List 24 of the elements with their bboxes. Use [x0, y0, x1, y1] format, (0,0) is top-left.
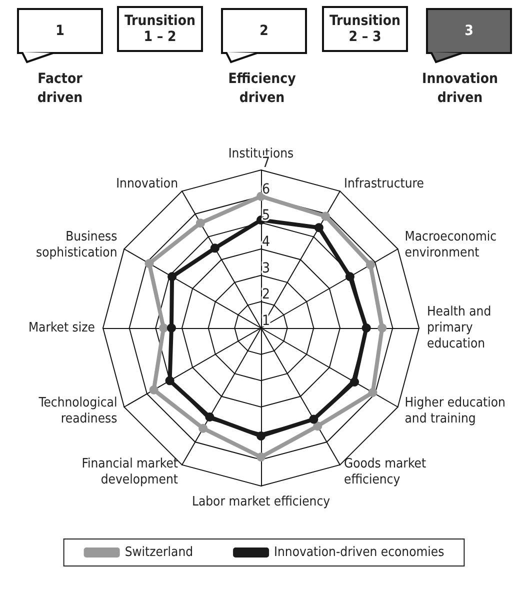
spoke-label: Technological readiness — [38, 396, 118, 426]
text: Trunsition 2 – 3 — [322, 6, 408, 52]
spoke-label: Infrastructure — [344, 176, 424, 192]
spoke-label: Health and primary education — [427, 304, 492, 352]
spoke-label: Innovation — [116, 176, 178, 192]
text: 1 — [17, 8, 103, 54]
text: Factor driven — [36, 70, 84, 108]
spoke-label: Market size — [28, 320, 95, 336]
y-tick-label: 6 — [262, 181, 270, 198]
spoke-label: Higher education and training — [404, 396, 506, 426]
spoke-label: Business sophistication — [36, 230, 118, 260]
text: Trunsition 1 – 2 — [117, 6, 203, 52]
y-tick-label: 3 — [262, 260, 270, 276]
y-tick-label: 2 — [262, 286, 270, 303]
spoke-label: Financial market development — [82, 456, 178, 488]
spoke-label: Labor market efficiency — [192, 494, 330, 510]
y-tick-label: 4 — [262, 234, 270, 250]
spoke-label: Macroeconomic environment — [404, 230, 497, 260]
text: 3 — [426, 8, 512, 54]
text: Efficiency driven — [227, 70, 297, 108]
text: Innovation driven — [421, 70, 499, 108]
spoke-label: Goods market efficiency — [344, 456, 426, 488]
legend-label: Switzerland — [124, 545, 194, 560]
legend-label: Innovation-driven economies — [274, 545, 444, 560]
